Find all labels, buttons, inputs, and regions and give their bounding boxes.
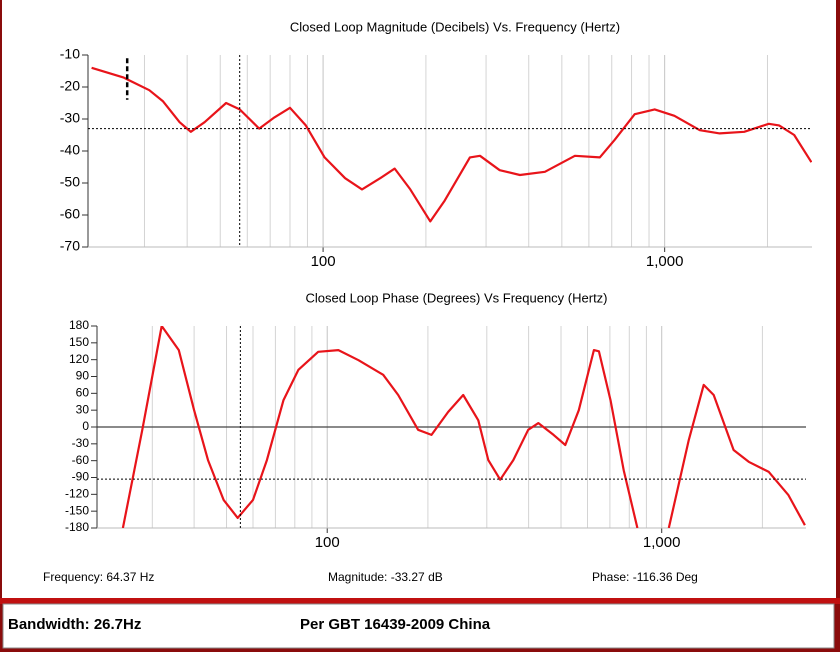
chart-title: Closed Loop Magnitude (Decibels) Vs. Fre…: [290, 19, 620, 34]
y-tick-label: -40: [60, 142, 80, 158]
x-tick-label: 1,000: [646, 253, 684, 270]
y-tick-label: -60: [72, 453, 90, 467]
y-tick-label: -50: [60, 174, 80, 190]
frequency-readout: Frequency: 64.37 Hz: [43, 570, 154, 584]
y-tick-label: -120: [65, 487, 89, 501]
data-line: [121, 326, 806, 528]
y-tick-label: -60: [60, 206, 80, 222]
separator: [0, 598, 840, 604]
plot-clip: [121, 326, 806, 528]
y-tick-label: -30: [72, 436, 90, 450]
y-tick-label: 30: [76, 402, 90, 416]
bandwidth-label: Bandwidth: 26.7Hz: [8, 616, 141, 633]
y-tick-label: -180: [65, 520, 89, 534]
y-tick-label: -150: [65, 503, 89, 517]
standard-label: Per GBT 16439-2009 China: [300, 616, 491, 633]
y-tick-label: 150: [69, 335, 89, 349]
y-tick-label: 0: [82, 419, 89, 433]
y-tick-label: 120: [69, 352, 89, 366]
chart-title: Closed Loop Phase (Degrees) Vs Frequency…: [305, 290, 607, 305]
x-tick-label: 1,000: [643, 534, 681, 551]
x-tick-label: 100: [315, 534, 340, 551]
y-tick-label: -30: [60, 110, 80, 126]
y-tick-label: 180: [69, 318, 89, 332]
plot-clip: [91, 66, 812, 223]
y-tick-label: -70: [60, 238, 80, 254]
y-tick-label: -90: [72, 470, 90, 484]
x-tick-label: 100: [311, 253, 336, 270]
footer-panel: [2, 603, 835, 649]
magnitude-readout: Magnitude: -33.27 dB: [328, 570, 443, 584]
y-tick-label: -20: [60, 78, 80, 94]
y-tick-label: 60: [76, 386, 90, 400]
y-tick-label: -10: [60, 46, 80, 62]
y-tick-label: 90: [76, 369, 90, 383]
phase-readout: Phase: -116.36 Deg: [592, 570, 698, 584]
chart-panel: [2, 0, 836, 598]
data-line: [91, 66, 812, 223]
